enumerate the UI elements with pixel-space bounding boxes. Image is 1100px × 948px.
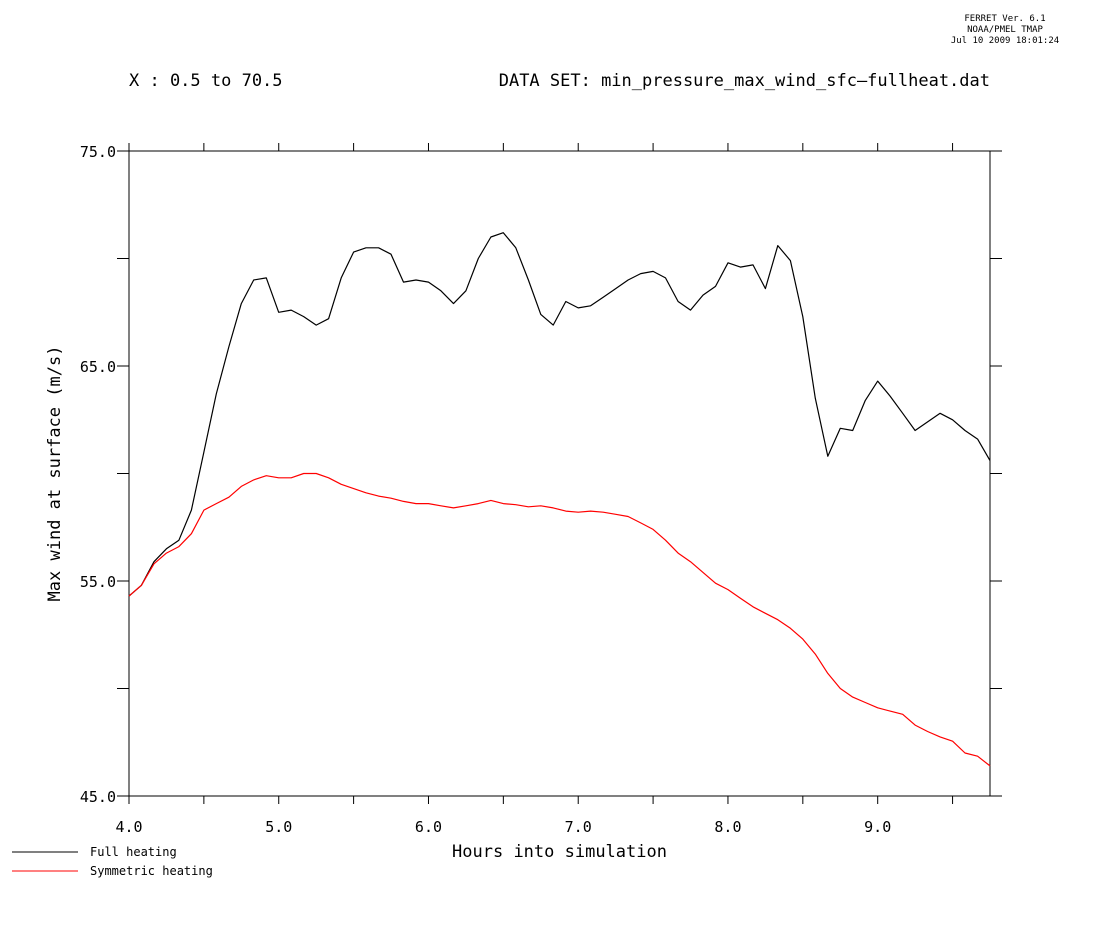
x-tick-label: 7.0 [565,818,592,836]
axis-ticks [117,143,1002,804]
y-tick-label: 65.0 [80,358,116,376]
x-tick-label: 9.0 [864,818,891,836]
stamp-version: FERRET Ver. 6.1 [964,14,1045,24]
legend-label-0: Full heating [90,845,177,859]
x-tick-label: 4.0 [115,818,142,836]
legend-label-1: Symmetric heating [90,864,213,878]
x-tick-label: 8.0 [714,818,741,836]
series-line-full-heating [128,232,991,597]
tick-labels: 4.0 5.0 6.0 7.0 8.0 9.0 45.0 55.0 65.0 75.0 [80,143,891,836]
y-axis-title: Max wind at surface (m/s) [45,346,65,602]
x-tick-label: 6.0 [415,818,442,836]
x-axis-title: Hours into simulation [452,842,667,862]
series-line-symmetric-heating [128,472,991,767]
stamp-date: Jul 10 2009 18:01:24 [951,36,1059,46]
header-stamp: FERRET Ver. 6.1 NOAA/PMEL TMAP Jul 10 20… [951,14,1059,46]
stamp-org: NOAA/PMEL TMAP [967,25,1043,35]
dataset-label: DATA SET: min_pressure_max_wind_sfc—full… [499,71,990,91]
legend: Full heating Symmetric heating [12,845,213,878]
y-tick-label: 55.0 [80,573,116,591]
y-tick-label: 45.0 [80,788,116,806]
x-range-label: X : 0.5 to 70.5 [129,71,283,91]
y-tick-label: 75.0 [80,143,116,161]
plot-frame [128,150,991,797]
x-tick-label: 5.0 [265,818,292,836]
series-layer [128,232,991,767]
